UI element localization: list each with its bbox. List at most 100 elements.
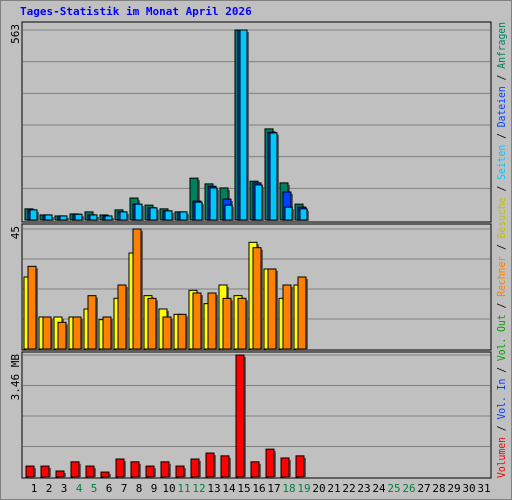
- legend-entry: Volumen: [495, 437, 508, 478]
- x-tick-label: 22: [342, 482, 355, 495]
- x-tick-label: 30: [462, 482, 475, 495]
- legend-entry: Rechner: [495, 256, 508, 297]
- legend-separator: /: [495, 180, 508, 198]
- x-tick-label: 21: [327, 482, 340, 495]
- bar: [179, 211, 188, 221]
- x-tick-label: 31: [477, 482, 490, 495]
- bar: [177, 313, 187, 350]
- x-tick-label: 29: [447, 482, 460, 495]
- x-tick-label: 12: [192, 482, 205, 495]
- bar: [175, 465, 185, 478]
- x-tick-label: 20: [312, 482, 325, 495]
- y-tick-label: 563: [9, 24, 22, 44]
- x-tick-label: 19: [297, 482, 310, 495]
- x-tick-label: 27: [417, 482, 430, 495]
- bar: [254, 184, 263, 221]
- legend-entry: Dateien: [495, 86, 508, 127]
- bar: [25, 465, 35, 478]
- bar: [237, 297, 247, 350]
- bar: [224, 204, 233, 221]
- x-tick-label: 23: [357, 482, 370, 495]
- legend-separator: /: [495, 420, 508, 438]
- bar: [29, 209, 38, 221]
- bar: [147, 297, 157, 350]
- plot-area: [21, 351, 492, 479]
- x-tick-label: 26: [402, 482, 415, 495]
- y-tick-label: 45: [9, 226, 22, 239]
- bar: [40, 465, 50, 478]
- bar: [194, 201, 203, 221]
- legend-separator: /: [495, 127, 508, 145]
- bar: [85, 465, 95, 478]
- bar: [119, 211, 128, 221]
- x-tick-label: 24: [372, 482, 386, 495]
- bar: [282, 284, 292, 350]
- x-tick-label: 2: [46, 482, 53, 495]
- legend-entry: Vol. Out: [495, 314, 508, 361]
- bar: [299, 208, 308, 221]
- bar: [72, 316, 82, 350]
- x-tick-label: 5: [91, 482, 98, 495]
- bar: [267, 268, 277, 350]
- bar: [89, 214, 98, 221]
- bar: [250, 461, 260, 478]
- x-tick-label: 11: [177, 482, 190, 495]
- legend-entry: Vol. In: [495, 379, 508, 420]
- bar: [160, 461, 170, 478]
- bar: [209, 187, 218, 221]
- x-tick-label: 13: [207, 482, 220, 495]
- bar: [44, 214, 53, 221]
- bar: [115, 458, 125, 478]
- x-tick-label: 28: [432, 482, 445, 495]
- bar: [149, 207, 158, 221]
- bar: [284, 206, 293, 221]
- bar: [280, 457, 290, 478]
- bar: [74, 213, 83, 221]
- x-tick-label: 4: [76, 482, 83, 495]
- legend: Volumen / Vol. In / Vol. Out / Rechner /…: [495, 22, 508, 478]
- legend-separator: /: [495, 361, 508, 379]
- bar: [145, 465, 155, 478]
- x-tick-label: 15: [237, 482, 250, 495]
- bar: [207, 292, 217, 350]
- x-tick-label: 14: [222, 482, 236, 495]
- x-tick-label: 25: [387, 482, 400, 495]
- bar: [162, 316, 172, 350]
- x-tick-label: 9: [151, 482, 158, 495]
- x-tick-label: 18: [282, 482, 295, 495]
- x-tick-label: 7: [121, 482, 128, 495]
- x-tick-label: 6: [106, 482, 113, 495]
- bar: [102, 316, 112, 350]
- bar: [269, 132, 278, 221]
- legend-separator: /: [495, 238, 508, 256]
- x-tick-label: 8: [136, 482, 143, 495]
- bar: [220, 455, 230, 478]
- bar: [57, 321, 67, 350]
- x-tick-label: 17: [267, 482, 280, 495]
- legend-entry: Anfragen: [495, 22, 508, 69]
- legend-separator: /: [495, 297, 508, 315]
- bar: [252, 247, 262, 350]
- bar: [55, 470, 65, 478]
- bar: [205, 452, 215, 478]
- bar: [164, 210, 173, 221]
- bar: [70, 461, 80, 478]
- bar: [134, 203, 143, 221]
- x-tick-label: 3: [61, 482, 68, 495]
- bar: [190, 458, 200, 478]
- chart-title: Tages-Statistik im Monat April 2026: [20, 5, 252, 18]
- bar: [117, 284, 127, 350]
- legend-entry: Besuche: [495, 197, 508, 238]
- bar: [42, 316, 52, 350]
- y-tick-label: 3.46 MB: [9, 354, 22, 401]
- bar: [87, 295, 97, 350]
- bar: [239, 29, 248, 221]
- bar: [100, 471, 110, 478]
- bar: [130, 461, 140, 478]
- x-tick-label: 1: [31, 482, 38, 495]
- bar: [265, 448, 275, 478]
- bar: [222, 297, 232, 350]
- bar: [295, 455, 305, 478]
- bar: [27, 265, 37, 350]
